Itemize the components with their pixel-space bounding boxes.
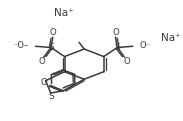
Text: O: O <box>123 57 130 66</box>
Text: Na⁺: Na⁺ <box>54 8 74 18</box>
Text: O: O <box>49 28 56 38</box>
Text: ⁻O–: ⁻O– <box>14 41 29 50</box>
Text: O: O <box>39 57 45 66</box>
Text: S: S <box>48 43 54 52</box>
Text: O⁻: O⁻ <box>140 41 151 50</box>
Text: S: S <box>48 92 54 101</box>
Text: S: S <box>114 43 120 52</box>
Text: Na⁺: Na⁺ <box>161 33 181 43</box>
Text: O: O <box>41 78 48 87</box>
Text: O: O <box>112 28 119 38</box>
